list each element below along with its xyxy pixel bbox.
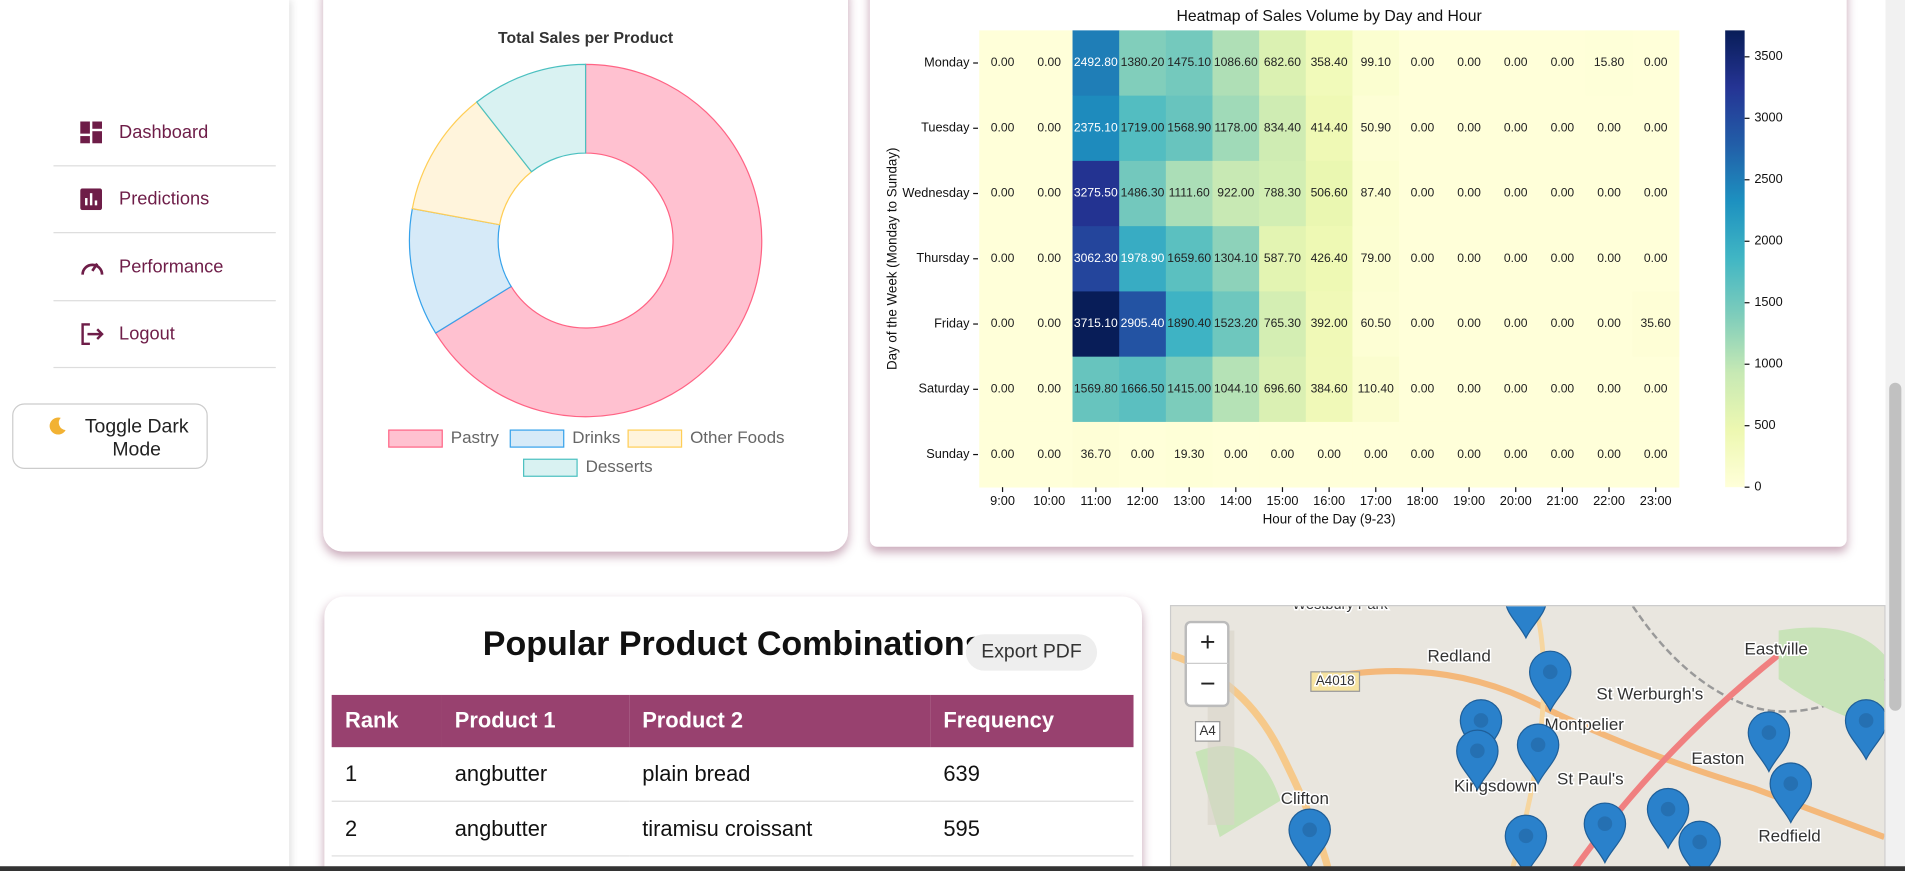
marker-dot bbox=[1473, 713, 1489, 728]
map-marker[interactable] bbox=[1646, 787, 1690, 850]
combo-table: Rank Product 1 Product 2 Frequency 1 angbutte… bbox=[331, 694, 1134, 857]
zoom-in[interactable]: + bbox=[1200, 627, 1216, 657]
marker-dot bbox=[1660, 801, 1676, 817]
table-title: Popular Product Combinations bbox=[482, 624, 984, 663]
map-marker[interactable] bbox=[1844, 699, 1885, 761]
map-marker[interactable] bbox=[1769, 762, 1813, 824]
icon bbox=[81, 322, 104, 345]
sidebar: Dashboard Predictions Performance Logout… bbox=[0, 0, 290, 871]
icon bbox=[80, 120, 103, 143]
nav-item[interactable]: Predictions bbox=[53, 165, 276, 234]
table-cell: 1 bbox=[331, 747, 442, 802]
toggle-label[interactable]: Toggle Dark Mode bbox=[84, 416, 189, 461]
header-row: Rank Product 1 Product 2 Frequency bbox=[331, 694, 1134, 748]
pie-card bbox=[323, 0, 849, 552]
toggle-button[interactable]: Toggle Dark Mode bbox=[12, 403, 208, 469]
map-marker[interactable] bbox=[1505, 606, 1546, 640]
column-header: Product 1 bbox=[441, 694, 629, 748]
map-marker[interactable] bbox=[1747, 711, 1791, 773]
icon bbox=[80, 187, 103, 210]
column-header: Product 2 bbox=[628, 694, 931, 748]
map-label: A4018 bbox=[1316, 673, 1355, 688]
marker-dot bbox=[1858, 713, 1874, 728]
marker-dot bbox=[1542, 664, 1558, 680]
table-row: 2 angbutter tiramisu croissant 595 bbox=[331, 801, 1134, 857]
map-marker[interactable] bbox=[1516, 723, 1560, 785]
nav-item[interactable]: Logout bbox=[53, 300, 276, 369]
nav-item[interactable]: Dashboard bbox=[53, 98, 276, 167]
table-cell: 639 bbox=[930, 747, 1134, 802]
nav-label[interactable]: Performance bbox=[119, 256, 224, 278]
map-label: Redland bbox=[1427, 647, 1490, 666]
map-marker[interactable] bbox=[1288, 808, 1331, 871]
zoom-out[interactable]: − bbox=[1200, 668, 1216, 698]
map-label: St Werburgh's bbox=[1596, 684, 1703, 703]
marker-dot bbox=[1518, 828, 1534, 844]
column-header: Rank bbox=[331, 694, 442, 748]
table-body: 1 angbutter plain bread 639 2 angbutter tirami… bbox=[331, 747, 1134, 857]
map-label: Easton bbox=[1691, 749, 1744, 768]
map-marker[interactable] bbox=[1459, 699, 1503, 761]
map-label: Montpelier bbox=[1545, 715, 1625, 734]
map-label: Redfield bbox=[1758, 827, 1820, 846]
map-label: Eastville bbox=[1745, 639, 1808, 658]
nav-label[interactable]: Logout bbox=[119, 323, 175, 344]
map-label: St Paul's bbox=[1557, 769, 1624, 788]
map-label: Kingsdown bbox=[1454, 777, 1537, 796]
map-canvas: Westbury Park Redland Eastville St Werburgh… bbox=[1171, 606, 1885, 871]
road-badge bbox=[1310, 671, 1361, 692]
map-marker[interactable] bbox=[1583, 802, 1627, 864]
nav-label[interactable]: Dashboard bbox=[119, 121, 209, 143]
marker-dot bbox=[1597, 816, 1613, 832]
column-header: Frequency bbox=[930, 694, 1134, 748]
table-cell: tiramisu croissant bbox=[628, 801, 931, 857]
map-label: Clifton bbox=[1281, 789, 1329, 808]
nav-label[interactable]: Predictions bbox=[119, 188, 210, 209]
table-cell: 2 bbox=[331, 801, 442, 857]
heatmap-card bbox=[869, 0, 1847, 547]
road-badge bbox=[1194, 721, 1221, 742]
marker-dot bbox=[1470, 743, 1485, 759]
table-cell: 595 bbox=[930, 801, 1134, 857]
marker-dot bbox=[1302, 822, 1317, 838]
marker-dot bbox=[1692, 834, 1707, 850]
table-row: 1 angbutter plain bread 639 bbox=[331, 747, 1134, 802]
nav-item[interactable]: Performance bbox=[53, 233, 276, 302]
marker-dot bbox=[1761, 725, 1777, 740]
icon bbox=[81, 262, 104, 275]
map-label: Westbury Park bbox=[1292, 606, 1388, 613]
scrollbar-thumb[interactable] bbox=[1889, 382, 1902, 711]
table-cell: angbutter bbox=[441, 801, 629, 857]
map-marker[interactable] bbox=[1528, 650, 1572, 713]
window-edge bbox=[0, 866, 1905, 871]
map[interactable]: Westbury Park Redland Eastville St Werburgh… bbox=[1169, 605, 1886, 871]
export-button[interactable]: Export PDF bbox=[965, 634, 1098, 671]
table-cell: angbutter bbox=[441, 747, 629, 802]
table-cell: plain bread bbox=[628, 747, 931, 802]
moon-icon bbox=[49, 417, 66, 435]
marker-dot bbox=[1530, 737, 1546, 753]
map-marker[interactable] bbox=[1456, 729, 1499, 792]
map-label: A4 bbox=[1199, 723, 1216, 738]
marker-dot bbox=[1783, 776, 1799, 791]
